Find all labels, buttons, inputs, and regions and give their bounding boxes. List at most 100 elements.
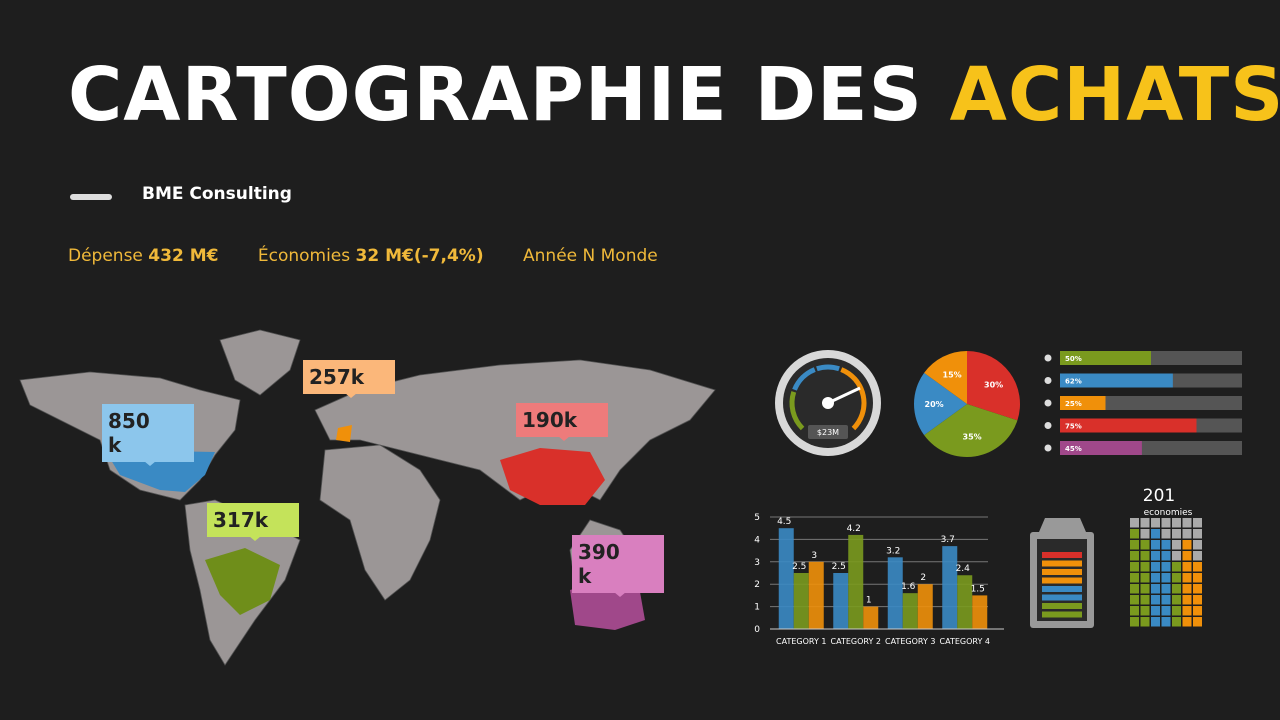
bar-value-label: 2.4: [956, 564, 971, 574]
waffle-cell: [1151, 540, 1160, 550]
map-callout: 317k: [207, 503, 299, 541]
map-callout: 257k: [303, 360, 395, 398]
bar-value-label: 3: [811, 551, 817, 561]
bar: [778, 528, 794, 629]
waffle-cell: [1151, 518, 1160, 528]
waffle-cell: [1182, 606, 1192, 616]
waffle-cell: [1172, 529, 1181, 539]
waffle-cell: [1193, 562, 1202, 572]
pie-label: 35%: [963, 432, 982, 441]
battery-cell: [1042, 594, 1082, 601]
battery-cell: [1042, 552, 1082, 558]
y-tick-label: 4: [754, 535, 760, 545]
waffle-cell: [1161, 540, 1171, 550]
waffle-cell: [1140, 584, 1150, 594]
waffle-cell: [1130, 573, 1139, 583]
waffle-cell: [1193, 573, 1202, 583]
waffle-cell: [1151, 562, 1160, 572]
bar-value-label: 2: [920, 573, 926, 583]
bar: [833, 573, 849, 629]
waffle-title: 201: [1143, 486, 1175, 506]
progress-label: 62%: [1065, 378, 1082, 386]
bar-value-label: 3.2: [886, 546, 900, 556]
bar-value-label: 3.7: [941, 535, 955, 545]
waffle-cell: [1172, 617, 1181, 627]
kpi-label: Dépense: [68, 246, 143, 266]
bar: [793, 573, 809, 629]
bar: [887, 557, 903, 629]
waffle-cell: [1172, 551, 1181, 561]
waffle-cell: [1130, 540, 1139, 550]
waffle-cell: [1172, 584, 1181, 594]
gauge-arc: [816, 364, 840, 372]
x-tick-label: CATEGORY 3: [885, 637, 935, 646]
bar: [942, 546, 958, 629]
bar-value-label: 1: [866, 596, 872, 606]
battery-cap: [1039, 518, 1086, 532]
waffle-cell: [1193, 617, 1202, 627]
waffle-cell: [1140, 518, 1150, 528]
map-callout: 850 k: [102, 404, 194, 466]
waffle-cell: [1172, 518, 1181, 528]
battery-cell: [1042, 603, 1082, 609]
waffle-cell: [1193, 584, 1202, 594]
waffle-cell: [1172, 595, 1181, 605]
kpi: Dépense 432 M€: [68, 246, 218, 266]
waffle-cell: [1161, 573, 1171, 583]
title-main: CARTOGRAPHIE DES: [68, 52, 923, 138]
waffle-cell: [1161, 617, 1171, 627]
kpi: Économies 32 M€(-7,4%): [258, 246, 484, 266]
waffle-cell: [1182, 573, 1192, 583]
waffle-cell: [1182, 540, 1192, 550]
waffle-cell: [1193, 595, 1202, 605]
waffle-cell: [1172, 606, 1181, 616]
waffle-cell: [1140, 595, 1150, 605]
x-tick-label: CATEGORY 1: [776, 637, 826, 646]
pie-label: 20%: [925, 400, 944, 409]
bar: [917, 584, 933, 629]
waffle-cell: [1130, 551, 1139, 561]
bar: [808, 561, 824, 629]
battery-cell: [1042, 560, 1082, 567]
pie-label: 15%: [943, 371, 962, 380]
kpi-row: Dépense 432 M€ Économies 32 M€(-7,4%) An…: [68, 246, 692, 266]
progress-bar: [1060, 418, 1197, 433]
waffle-cell: [1161, 606, 1171, 616]
pie-slice: [924, 351, 967, 404]
waffle-cell: [1151, 529, 1160, 539]
waffle-cell: [1130, 584, 1139, 594]
progress-icon: [1044, 354, 1052, 362]
progress-bar: [1060, 441, 1142, 455]
waffle-cell: [1130, 518, 1139, 528]
bar: [902, 593, 918, 629]
waffle-cell: [1140, 529, 1150, 539]
bar: [863, 606, 879, 629]
title: CARTOGRAPHIE DES ACHATS: [68, 52, 1280, 138]
waffle-cell: [1151, 584, 1160, 594]
waffle-cell: [1193, 529, 1202, 539]
waffle-cell: [1140, 573, 1150, 583]
waffle-cell: [1140, 606, 1150, 616]
x-tick-label: CATEGORY 4: [940, 637, 990, 646]
waffle-cell: [1140, 562, 1150, 572]
waffle-cell: [1161, 595, 1171, 605]
progress-label: 75%: [1065, 423, 1082, 431]
waffle-cell: [1140, 540, 1150, 550]
pie-slice: [913, 372, 967, 436]
waffle-cell: [1151, 617, 1160, 627]
waffle-cell: [1151, 595, 1160, 605]
battery-cell: [1042, 569, 1082, 575]
title-accent: ACHATS: [949, 52, 1280, 138]
waffle-cell: [1182, 562, 1192, 572]
y-tick-label: 5: [754, 513, 760, 523]
progress-icon: [1044, 422, 1052, 429]
y-tick-label: 1: [754, 603, 760, 613]
gauge-arc: [840, 367, 867, 431]
bar-value-label: 4.2: [847, 524, 861, 534]
waffle-cell: [1193, 518, 1202, 528]
gauge-arc: [789, 391, 805, 431]
progress-bar: [1060, 351, 1151, 365]
waffle-subtitle: economies: [1144, 508, 1193, 518]
kpi-value: 432 M€: [148, 246, 219, 266]
